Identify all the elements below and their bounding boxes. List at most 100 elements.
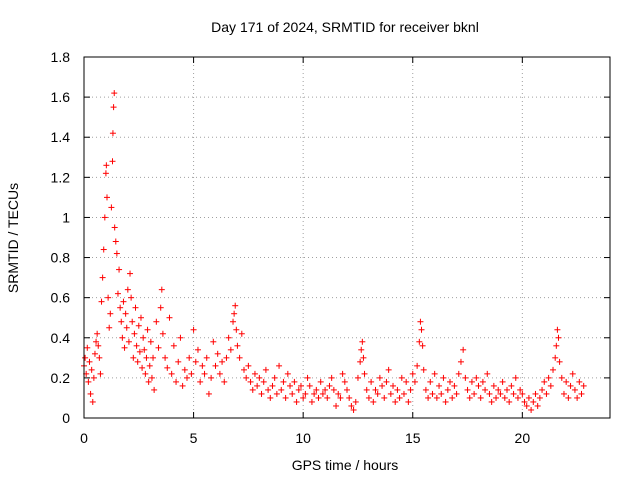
data-point	[392, 398, 399, 405]
data-point	[227, 346, 234, 353]
data-point	[230, 318, 237, 325]
x-tick-label: 20	[515, 430, 531, 446]
data-point	[346, 394, 353, 401]
data-point	[387, 390, 394, 397]
data-point	[420, 366, 427, 373]
data-point	[358, 346, 365, 353]
data-point	[159, 330, 166, 337]
data-point	[234, 342, 241, 349]
data-point	[256, 374, 263, 381]
data-point	[146, 362, 153, 369]
data-point	[82, 354, 89, 361]
data-point	[539, 386, 546, 393]
data-point	[113, 250, 120, 257]
y-tick-label: 0	[62, 410, 70, 426]
data-point	[119, 334, 126, 341]
data-point	[433, 394, 440, 401]
data-point	[278, 386, 285, 393]
data-point	[84, 344, 91, 351]
data-point	[125, 338, 132, 345]
data-point	[258, 390, 265, 397]
data-point	[280, 378, 287, 385]
data-point	[359, 338, 366, 345]
data-point	[162, 354, 169, 361]
data-point	[254, 382, 261, 389]
y-tick-label: 0.8	[51, 250, 71, 266]
data-point	[100, 246, 107, 253]
data-point	[194, 346, 201, 353]
data-point	[101, 214, 108, 221]
data-point	[530, 398, 537, 405]
data-point	[231, 310, 238, 317]
data-point	[245, 362, 252, 369]
data-point	[444, 386, 451, 393]
data-point	[313, 386, 320, 393]
data-point	[219, 358, 226, 365]
data-point	[166, 314, 173, 321]
data-point	[173, 378, 180, 385]
data-point	[425, 394, 432, 401]
data-point	[466, 394, 473, 401]
data-point	[517, 386, 524, 393]
data-point	[153, 318, 160, 325]
data-point	[447, 378, 454, 385]
data-point	[361, 370, 368, 377]
data-point	[419, 342, 426, 349]
data-point	[186, 354, 193, 361]
data-point	[291, 378, 298, 385]
data-point	[232, 302, 239, 309]
x-tick-label: 15	[405, 430, 421, 446]
y-tick-label: 1.2	[51, 169, 71, 185]
data-point	[578, 390, 585, 397]
chart-title: Day 171 of 2024, SRMTID for receiver bkn…	[211, 19, 479, 35]
data-point	[493, 394, 500, 401]
y-tick-label: 0.4	[51, 330, 71, 346]
data-point	[385, 366, 392, 373]
x-tick-label: 0	[80, 430, 88, 446]
data-point	[555, 334, 562, 341]
data-point	[302, 390, 309, 397]
data-point	[547, 382, 554, 389]
data-point	[357, 358, 364, 365]
data-point	[400, 390, 407, 397]
data-point	[111, 224, 118, 231]
data-point	[565, 394, 572, 401]
y-tick-label: 1	[62, 209, 70, 225]
data-point	[276, 362, 283, 369]
data-point	[464, 386, 471, 393]
data-point	[390, 382, 397, 389]
data-point	[417, 318, 424, 325]
x-tick-label: 5	[190, 430, 198, 446]
y-tick-label: 0.2	[51, 370, 71, 386]
data-point	[567, 382, 574, 389]
data-point	[471, 390, 478, 397]
data-point	[269, 382, 276, 389]
data-point	[236, 354, 243, 361]
grid-lines	[84, 57, 610, 418]
data-point	[197, 378, 204, 385]
data-point	[440, 374, 447, 381]
data-point	[203, 354, 210, 361]
data-point	[563, 378, 570, 385]
data-point	[297, 382, 304, 389]
data-point	[94, 330, 101, 337]
data-point	[105, 294, 112, 301]
data-point	[521, 398, 528, 405]
data-point	[341, 378, 348, 385]
data-point	[580, 382, 587, 389]
data-point	[528, 406, 535, 413]
data-point	[150, 354, 157, 361]
data-point	[249, 386, 256, 393]
data-point	[363, 386, 370, 393]
data-point	[324, 394, 331, 401]
data-point	[368, 378, 375, 385]
data-point	[497, 390, 504, 397]
data-point	[136, 348, 143, 355]
axis-ticks: 0 0.2 0.4 0.6 0.8 1 1.2 1.4 1.6 1.8 0 5 10 15 20	[51, 49, 610, 446]
data-point	[541, 378, 548, 385]
data-point	[262, 366, 269, 373]
data-point	[306, 382, 313, 389]
data-point	[121, 344, 128, 351]
data-point	[238, 330, 245, 337]
